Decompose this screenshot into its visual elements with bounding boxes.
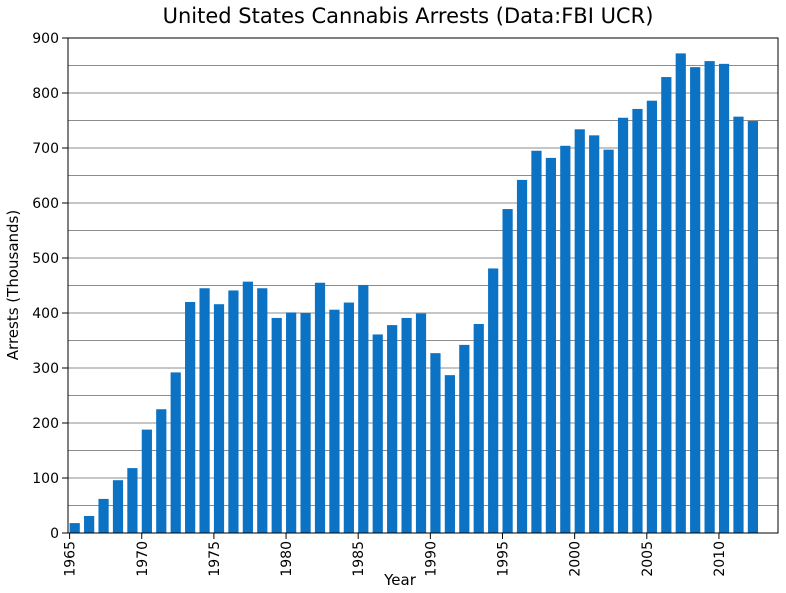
bar-2010 xyxy=(718,63,730,533)
bar-1996 xyxy=(516,179,528,533)
x-tick-label: 1980 xyxy=(279,541,295,577)
y-tick-label: 500 xyxy=(32,251,59,267)
x-tick-label: 1975 xyxy=(207,541,223,577)
y-tick-label: 300 xyxy=(32,361,59,377)
bar-1971 xyxy=(156,409,167,533)
y-tick-label: 800 xyxy=(32,86,59,102)
bar-1986 xyxy=(372,334,383,533)
bar-1980 xyxy=(286,312,297,533)
bar-2001 xyxy=(589,135,600,533)
bar-1994 xyxy=(488,268,499,533)
y-tick-label: 700 xyxy=(32,141,59,157)
bar-2009 xyxy=(704,61,715,533)
bar-1977 xyxy=(242,281,253,533)
bar-2008 xyxy=(690,67,701,534)
bar-1989 xyxy=(415,313,427,533)
bar-1981 xyxy=(300,313,311,533)
x-tick-label: 2010 xyxy=(712,541,728,577)
bar-1995 xyxy=(502,209,513,534)
x-axis-label: Year xyxy=(383,571,417,589)
bars xyxy=(69,53,759,534)
bar-1965 xyxy=(69,523,80,533)
bar-2005 xyxy=(646,100,657,533)
bar-1966 xyxy=(84,515,95,533)
bar-1982 xyxy=(314,282,326,533)
bar-1969 xyxy=(127,468,138,533)
bar-1975 xyxy=(213,304,225,533)
y-tick-label: 200 xyxy=(32,416,59,432)
x-tick-label: 1985 xyxy=(351,541,367,577)
x-tick-label: 1990 xyxy=(423,541,439,577)
bar-1993 xyxy=(473,324,484,533)
bar-1985 xyxy=(358,284,369,533)
bar-1988 xyxy=(401,317,412,533)
bar-1968 xyxy=(112,480,124,533)
bar-2000 xyxy=(574,129,585,534)
bar-2012 xyxy=(747,121,759,534)
y-tick-label: 100 xyxy=(32,471,59,487)
bar-2011 xyxy=(733,116,744,534)
bar-1976 xyxy=(228,290,239,533)
y-tick-label: 600 xyxy=(32,196,59,212)
x-tick-label: 1970 xyxy=(135,541,151,577)
chart-title: United States Cannabis Arrests (Data:FBI… xyxy=(163,4,654,28)
bar-1967 xyxy=(98,498,109,533)
bar-2006 xyxy=(661,77,672,534)
bar-2007 xyxy=(675,53,686,534)
bar-1979 xyxy=(271,317,282,533)
bar-1997 xyxy=(531,150,542,533)
y-axis-label: Arrests (Thousands) xyxy=(4,210,22,360)
bar-1974 xyxy=(199,288,210,533)
bar-2003 xyxy=(617,117,629,533)
bar-1999 xyxy=(560,145,571,534)
x-axis-ticks: 1965 1970 1975 1980 1985 1990 1995 2000 2005 2010 xyxy=(63,533,728,577)
bar-1987 xyxy=(387,325,398,533)
x-tick-label: 2000 xyxy=(568,541,584,577)
bar-1978 xyxy=(257,288,268,533)
bar-1973 xyxy=(185,302,196,533)
bar-1992 xyxy=(459,344,470,533)
bar-2004 xyxy=(632,108,643,533)
bar-1990 xyxy=(430,353,441,533)
bar-2002 xyxy=(603,149,614,533)
bar-1984 xyxy=(343,302,354,533)
bar-1972 xyxy=(170,372,181,533)
x-tick-label: 1995 xyxy=(496,541,512,577)
y-tick-label: 400 xyxy=(32,306,59,322)
bar-1970 xyxy=(141,429,152,533)
y-tick-label: 0 xyxy=(50,526,59,542)
bar-1983 xyxy=(329,309,340,533)
x-tick-label: 1965 xyxy=(63,541,79,577)
plot-frame xyxy=(67,37,779,534)
bar-1991 xyxy=(444,375,455,533)
x-tick-label: 2005 xyxy=(640,541,656,577)
bar-1998 xyxy=(545,157,556,533)
y-tick-label: 900 xyxy=(32,31,59,47)
y-axis-ticks: 0 100 200 300 400 500 600 700 800 900 xyxy=(32,31,68,542)
